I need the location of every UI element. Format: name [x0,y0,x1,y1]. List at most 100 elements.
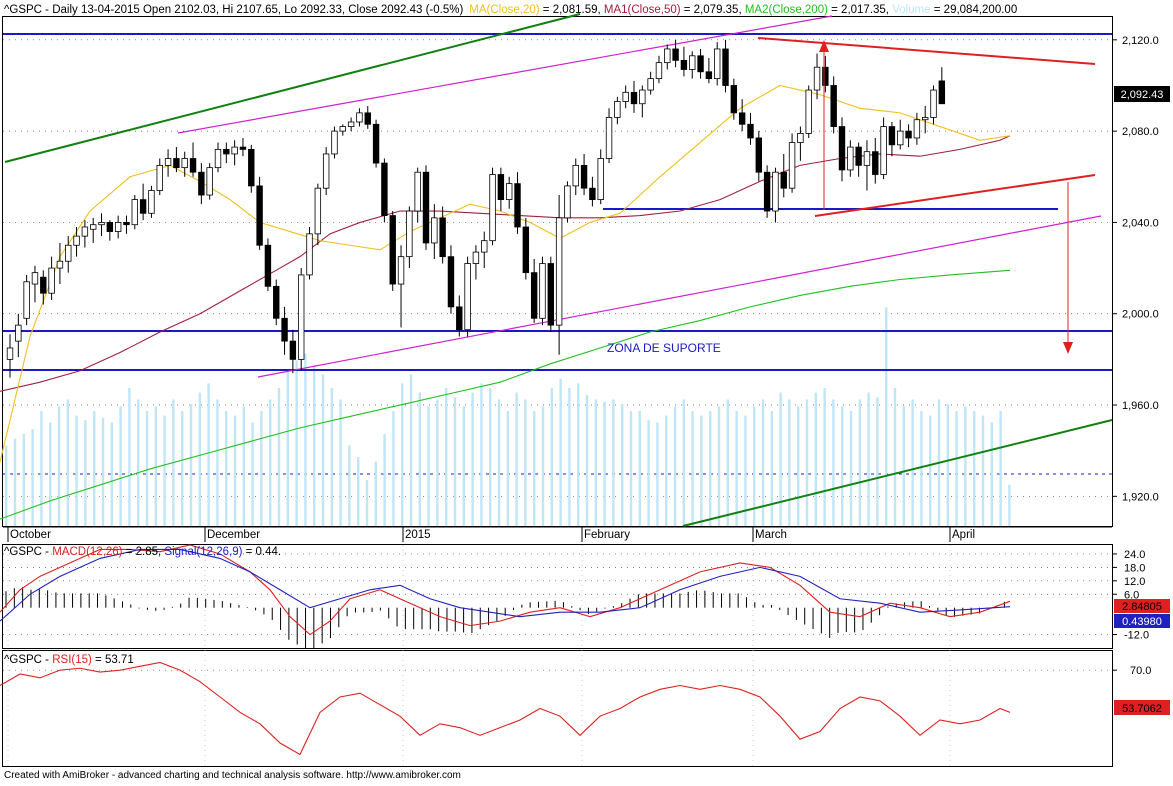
volume-bar [902,406,905,526]
volume-bar [665,415,668,526]
volume-bar [13,438,17,526]
volume-bar [163,415,166,526]
volume-bar [330,388,333,526]
volume-bar [638,411,641,526]
candle-body [331,130,338,155]
arrow-up-icon [819,40,829,52]
volume-bar [559,378,562,526]
volume-bar [313,365,316,526]
volume-bar [480,383,483,526]
volume-bar [497,399,501,526]
candle-body [214,148,222,169]
volume-bar [770,411,773,526]
candle-body [148,190,155,214]
candle-body [347,121,355,127]
volume-bar [841,406,844,526]
volume-bar [277,388,281,526]
volume-bar [568,388,571,526]
candle-body [847,146,854,171]
candle-body [880,126,887,175]
candle-body [863,151,871,166]
y-tick-label: 2,000.0 [1122,309,1159,321]
candle-body [580,164,588,189]
candle-body [730,85,738,114]
candle-body [897,130,904,146]
candle-body [905,130,912,139]
volume-bar [392,411,395,526]
signal-line [0,548,1011,622]
volume-bar [911,399,914,526]
candle-body [81,226,89,237]
volume-bar [700,415,703,526]
candle-body [822,66,829,86]
candle-body [722,48,729,86]
volume-bar [436,399,439,526]
projection-arrows [819,40,1073,354]
volume-bar [709,411,712,526]
candle-body [930,89,937,118]
candle-body [763,171,771,212]
volume-bar [348,445,351,526]
month-label: December [207,529,260,541]
volume-bar [207,383,210,526]
candle-body [198,171,205,196]
last-price-label: 2,092.43 [1121,89,1164,101]
volume-bar [946,404,949,526]
candlesticks [6,39,946,378]
candle-body [872,151,879,175]
volume-bar [427,406,430,526]
candle-body [297,274,305,360]
month-label: October [10,529,51,541]
candle-body [755,137,762,173]
volume-bar [779,392,782,526]
volume-bar [49,422,52,526]
candle-body [439,217,446,258]
candle-body [406,210,413,258]
channel-lines [177,15,1102,378]
volume-bar [603,401,606,526]
candle-body [106,222,114,232]
volume-bar [321,374,325,526]
candle-body [381,162,388,216]
macd-y-tick-label: 6.0 [1124,589,1139,601]
candle-body [605,117,613,159]
macd-y-tick-label: 18.0 [1124,562,1145,574]
volume-bar [533,411,536,526]
volume-bar [374,461,377,526]
candle-body [514,183,521,228]
trend-lines [4,13,1113,527]
candle-body [31,272,39,285]
volume-bar [612,399,615,526]
candle-body [23,281,30,319]
candle-body [306,233,313,276]
candle-body [564,185,571,219]
rsi-indicator: 70.0 [0,661,1151,756]
candle-body [655,62,663,80]
volume-bar [585,394,589,526]
rsi-tag: 53.7062 [1114,700,1170,715]
volume-bar [717,406,721,526]
ma200-line [0,269,1011,520]
volume-bar [453,397,457,526]
volume-bar [93,411,96,526]
candle-body [181,158,188,169]
candle-body [472,251,480,264]
candle-body [672,48,679,61]
volume-bar [260,411,263,526]
candle-body [788,142,796,189]
candle-body [689,55,696,70]
volume-bar [973,411,976,526]
volume-bar [5,445,8,526]
candle-body [48,267,55,294]
volume-bar [181,411,184,526]
y-tick-label: 2,040.0 [1122,217,1159,229]
candle-body [281,317,288,342]
arrow-down-icon [1063,342,1073,354]
volume-bar [409,374,413,526]
candle-body [622,91,629,102]
candle-body [40,276,47,294]
candle-body [339,126,346,132]
y-tick-label: 2,120.0 [1122,35,1159,47]
volume-bar [823,388,826,526]
